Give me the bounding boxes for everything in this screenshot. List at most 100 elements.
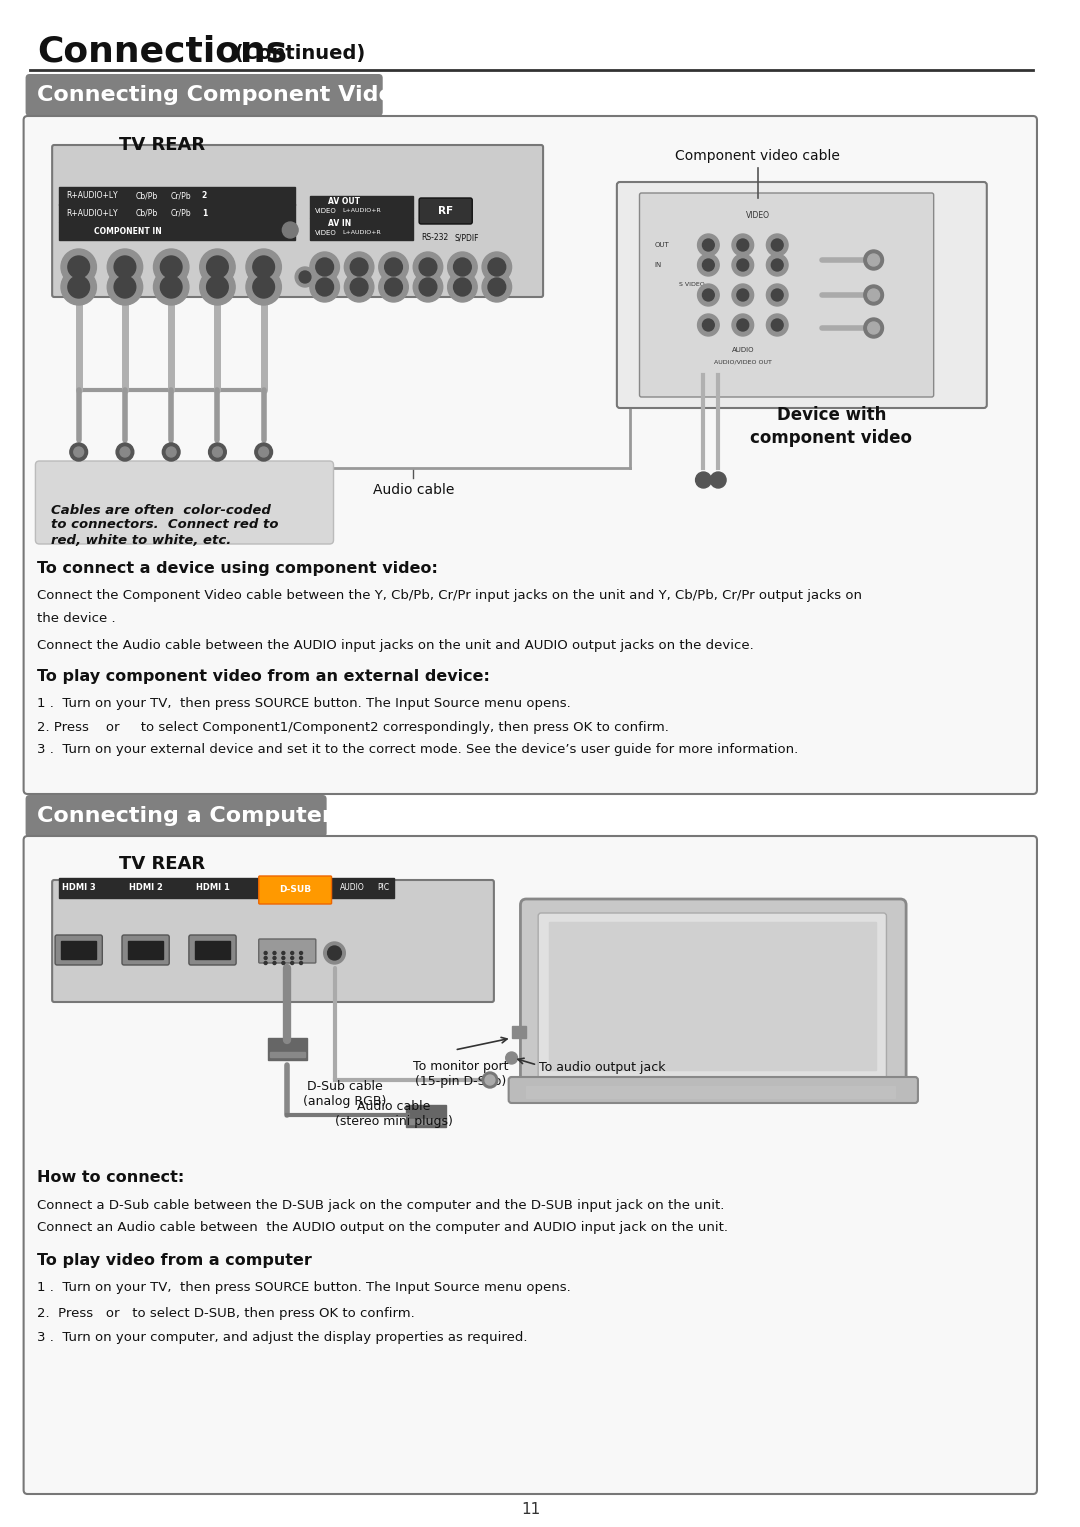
Circle shape <box>246 249 282 286</box>
Circle shape <box>419 278 436 296</box>
FancyBboxPatch shape <box>509 1077 918 1102</box>
Text: 3 .  Turn on your computer, and adjust the display properties as required.: 3 . Turn on your computer, and adjust th… <box>38 1332 528 1344</box>
Circle shape <box>454 258 471 276</box>
Bar <box>408 1119 444 1124</box>
Circle shape <box>482 252 512 282</box>
Text: Connections: Connections <box>38 35 287 69</box>
Circle shape <box>732 315 754 336</box>
Circle shape <box>291 951 294 954</box>
Circle shape <box>771 260 783 270</box>
Circle shape <box>698 315 719 336</box>
FancyBboxPatch shape <box>189 935 237 965</box>
Text: to connectors.  Connect red to: to connectors. Connect red to <box>51 519 279 531</box>
Circle shape <box>447 252 477 282</box>
Text: To connect a device using component video:: To connect a device using component vide… <box>38 560 438 576</box>
Text: S/PDIF: S/PDIF <box>455 234 480 243</box>
Circle shape <box>867 253 879 266</box>
Circle shape <box>213 447 222 457</box>
Text: 1 .  Turn on your TV,  then press SOURCE button. The Input Source menu opens.: 1 . Turn on your TV, then press SOURCE b… <box>38 698 571 710</box>
Circle shape <box>166 447 176 457</box>
Circle shape <box>327 947 341 960</box>
Circle shape <box>253 276 274 298</box>
Bar <box>59 221 295 240</box>
Circle shape <box>299 956 302 959</box>
Circle shape <box>153 269 189 305</box>
Circle shape <box>273 962 276 965</box>
Text: Cr/Pb: Cr/Pb <box>171 191 191 200</box>
FancyBboxPatch shape <box>259 939 315 964</box>
Circle shape <box>696 472 712 489</box>
Circle shape <box>384 278 403 296</box>
Text: Connecting a Computer: Connecting a Computer <box>38 806 334 826</box>
Bar <box>59 878 393 898</box>
Circle shape <box>273 956 276 959</box>
Bar <box>310 195 414 218</box>
Text: Cb/Pb: Cb/Pb <box>136 209 158 217</box>
Circle shape <box>702 260 714 270</box>
Text: Cr/Pb: Cr/Pb <box>171 209 191 217</box>
Text: RS-232: RS-232 <box>421 234 448 243</box>
Text: HDMI 2: HDMI 2 <box>129 884 163 892</box>
Text: PIC: PIC <box>378 884 390 892</box>
Circle shape <box>291 962 294 965</box>
Circle shape <box>324 942 346 964</box>
Bar <box>406 1106 446 1127</box>
Circle shape <box>711 472 726 489</box>
Circle shape <box>345 272 374 302</box>
Circle shape <box>454 278 471 296</box>
Circle shape <box>200 249 235 286</box>
Bar <box>270 1052 305 1057</box>
FancyBboxPatch shape <box>55 935 103 965</box>
Circle shape <box>350 278 368 296</box>
Text: AUDIO: AUDIO <box>340 884 365 892</box>
Circle shape <box>265 956 267 959</box>
Circle shape <box>702 289 714 301</box>
Circle shape <box>160 257 183 278</box>
Circle shape <box>208 443 227 461</box>
Text: L+AUDIO+R: L+AUDIO+R <box>342 231 381 235</box>
Circle shape <box>273 951 276 954</box>
Bar <box>59 205 295 221</box>
Text: D-SUB: D-SUB <box>279 886 311 895</box>
Circle shape <box>114 276 136 298</box>
Circle shape <box>299 962 302 965</box>
FancyBboxPatch shape <box>617 182 987 408</box>
FancyBboxPatch shape <box>639 192 934 397</box>
Bar <box>549 922 876 1070</box>
Text: VIDEO: VIDEO <box>315 231 337 237</box>
Circle shape <box>116 443 134 461</box>
Circle shape <box>282 962 285 965</box>
Circle shape <box>864 250 883 270</box>
Text: AUDIO/VIDEO OUT: AUDIO/VIDEO OUT <box>714 359 772 365</box>
Circle shape <box>867 322 879 334</box>
Text: TV REAR: TV REAR <box>119 136 205 154</box>
Circle shape <box>414 252 443 282</box>
Circle shape <box>767 234 788 257</box>
Circle shape <box>282 221 298 238</box>
Circle shape <box>732 253 754 276</box>
Text: OUT: OUT <box>654 241 669 247</box>
Text: To monitor port
(15-pin D-Sub): To monitor port (15-pin D-Sub) <box>413 1060 509 1089</box>
Circle shape <box>299 270 311 282</box>
Text: TV REAR: TV REAR <box>119 855 205 873</box>
Circle shape <box>864 286 883 305</box>
Bar <box>194 941 230 959</box>
Circle shape <box>282 951 285 954</box>
Text: Y: Y <box>113 191 118 200</box>
Text: IN: IN <box>654 263 662 269</box>
Circle shape <box>414 272 443 302</box>
Text: RF: RF <box>438 206 454 215</box>
FancyBboxPatch shape <box>24 835 1037 1493</box>
Circle shape <box>200 269 235 305</box>
FancyBboxPatch shape <box>538 913 887 1081</box>
Text: Y: Y <box>113 209 118 217</box>
FancyBboxPatch shape <box>52 145 543 296</box>
Circle shape <box>259 447 269 457</box>
Text: (Continued): (Continued) <box>228 44 365 64</box>
Circle shape <box>864 318 883 337</box>
Text: Connect the Component Video cable between the Y, Cb/Pb, Cr/Pr input jacks on the: Connect the Component Video cable betwee… <box>38 588 863 602</box>
Circle shape <box>153 249 189 286</box>
Text: Connect an Audio cable between  the AUDIO output on the computer and AUDIO input: Connect an Audio cable between the AUDIO… <box>38 1222 728 1234</box>
Bar <box>526 1086 895 1098</box>
FancyBboxPatch shape <box>52 880 494 1002</box>
